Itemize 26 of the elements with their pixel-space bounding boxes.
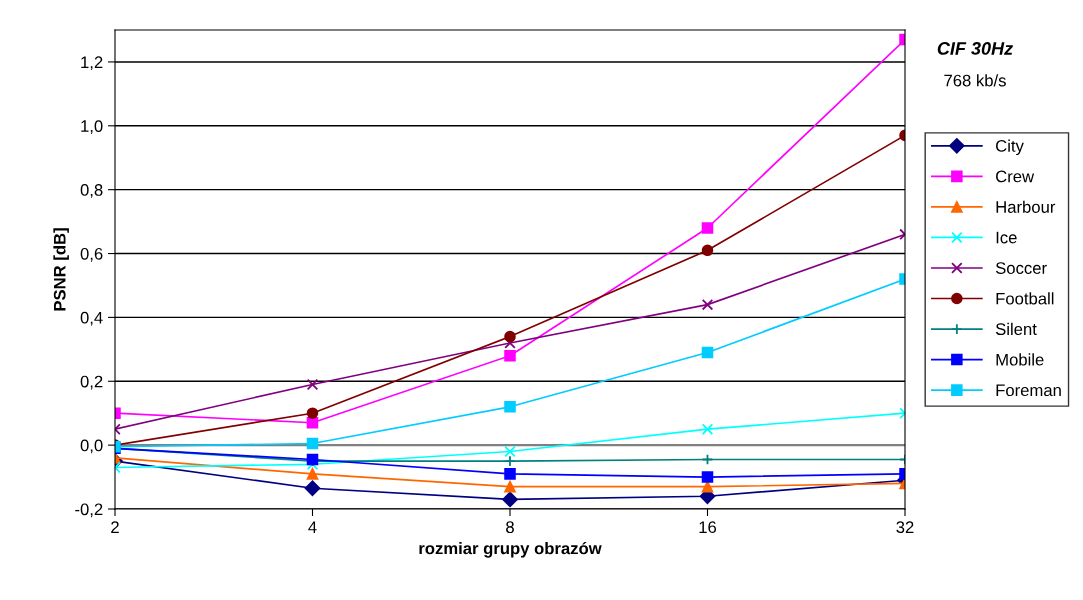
- y-tick-label: 0,2: [80, 375, 103, 390]
- x-tick-label: 16: [699, 521, 717, 534]
- legend-label: Crew: [996, 170, 1035, 183]
- legend-label: Football: [996, 292, 1054, 305]
- legend-label: Silent: [995, 322, 1037, 336]
- x-tick-label: 32: [896, 521, 914, 534]
- y-tick-label: 0,6: [80, 247, 103, 262]
- legend-label: Mobile: [996, 353, 1044, 366]
- legend-label: Harbour: [996, 200, 1056, 213]
- legend-label: Foreman: [996, 384, 1061, 397]
- y-axis-title: PSNR [dB]: [53, 228, 69, 311]
- text: CIF 30Hz: [937, 42, 1013, 55]
- x-tick-label: 2: [111, 521, 119, 533]
- y-tick-label: 1,0: [81, 120, 103, 134]
- text: 768 kb/s: [944, 74, 1006, 87]
- y-tick-label: 0,4: [80, 311, 103, 326]
- y-tick-label: 1,2: [81, 56, 103, 71]
- legend-label: Soccer: [995, 262, 1047, 274]
- y-tick-label: 0,8: [80, 184, 103, 198]
- legend-label: Ice: [996, 231, 1017, 244]
- legend-label: City: [996, 139, 1024, 156]
- y-tick-label: -0,2: [75, 503, 103, 518]
- y-tick-label: 0,0: [80, 439, 103, 454]
- x-tick-label: 4: [308, 521, 317, 533]
- x-axis-title: rozmiar grupy obrazów: [419, 541, 602, 558]
- x-tick-label: 8: [506, 521, 514, 534]
